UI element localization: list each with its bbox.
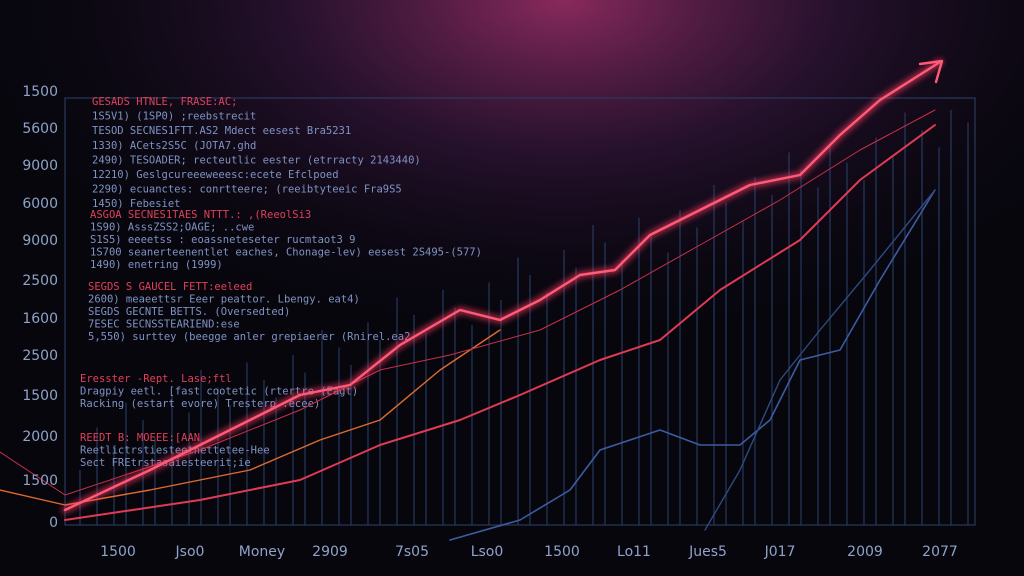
- text-line: 2600) meaeettsr Eeer peattor. Lbengy. ea…: [88, 294, 360, 306]
- text-line: 1450) Febesiet: [92, 198, 181, 210]
- text-line: 1490) enetring (1999): [90, 259, 223, 271]
- text-line: 2290) ecuanctes: conrtteere; (reeibtytee…: [92, 184, 402, 196]
- text-line: Dragpiy eetl. [fast cootetic (rtertre (E…: [80, 386, 358, 398]
- blue-curve: [449, 189, 936, 541]
- arrow-head: [918, 59, 944, 84]
- x-label: J017: [764, 544, 796, 560]
- text-line: 2490) TESOADER; recteutlic eester (etrra…: [92, 154, 421, 166]
- text-line: 1S90) AsssZSS2;OAGE; ..cwe: [90, 222, 254, 234]
- y-label: 1500: [22, 388, 58, 404]
- x-label: Lso0: [471, 544, 504, 560]
- text-line: REEDT B: MOEEE:[AAN: [80, 432, 200, 444]
- text-line: S1S5) eeeetss : eoassneteseter rucmtaot3…: [90, 234, 356, 246]
- text-line: TESOD SECNES1FTT.AS2 Mdect eesest Bra523…: [92, 125, 351, 137]
- text-line: Eresster -Rept. Lase;ftl: [80, 373, 232, 385]
- text-line: 1S5V1) (1SP0) ;reebstrecit: [92, 111, 256, 123]
- text-line: Racking (estart evore) Tresterp :ecee): [80, 398, 320, 410]
- y-label: 9000: [22, 158, 58, 174]
- text-line: GESADS HTNLE, FRASE:AC;: [92, 96, 237, 108]
- text-line: ASGOA SECNES1TAES NTTT.: ,(ReeolSi3: [90, 209, 311, 221]
- x-label: 2077: [922, 544, 958, 560]
- text-line: SEGDS S GAUCEL FETT:eeleed: [88, 281, 252, 293]
- blue-curve: [704, 189, 936, 531]
- curves: [0, 58, 944, 541]
- x-label: Jso0: [175, 544, 205, 560]
- y-label: 0: [49, 515, 58, 531]
- x-label: 2909: [312, 544, 348, 560]
- axes: 1500 5600 9000 6000 9000 2500 1600 2500 1500 2000…: [22, 84, 957, 560]
- x-label: Jues5: [688, 544, 727, 560]
- text-line: SEGDS GECNTE BETTS. (Oversedted): [88, 306, 290, 318]
- y-label: 1600: [22, 311, 58, 327]
- red-curve: [64, 124, 936, 521]
- y-label: 5600: [22, 121, 58, 137]
- y-label: 1500: [22, 84, 58, 100]
- text-line: 1S700 seanerteenentlet eaches, Chonage-l…: [90, 247, 482, 259]
- chart-frame: [64, 97, 976, 526]
- texts: GESADS HTNLE, FRASE:AC; 1S5V1) (1SP0) ;re…: [80, 96, 482, 469]
- text-line: 12210) Geslgcureeeweeesc:ecete Efclpoed: [92, 169, 339, 181]
- x-label: 2009: [847, 544, 883, 560]
- y-label: 2500: [22, 348, 58, 364]
- x-label: Lo11: [617, 544, 651, 560]
- x-label: 1500: [544, 544, 580, 560]
- y-label: 6000: [22, 196, 58, 212]
- x-label: Money: [239, 544, 285, 560]
- trend-line: [63, 60, 942, 512]
- text-line: 1330) ACets2S5C (JOTA7.ghd: [92, 140, 256, 152]
- y-label: 2500: [22, 273, 58, 289]
- x-label: 1500: [100, 544, 136, 560]
- y-label: 2000: [22, 429, 58, 445]
- text-line: 5,550) surttey (beegge anler grepiaerer …: [88, 331, 410, 343]
- text-line: Reetlictrstiesteetnettetee-Hee: [80, 445, 270, 457]
- x-label: 7s05: [395, 544, 429, 560]
- y-label: 9000: [22, 233, 58, 249]
- y-label: 1500: [22, 473, 58, 489]
- text-line: 7ESEC SECNSSTEARIEND:ese: [88, 319, 240, 331]
